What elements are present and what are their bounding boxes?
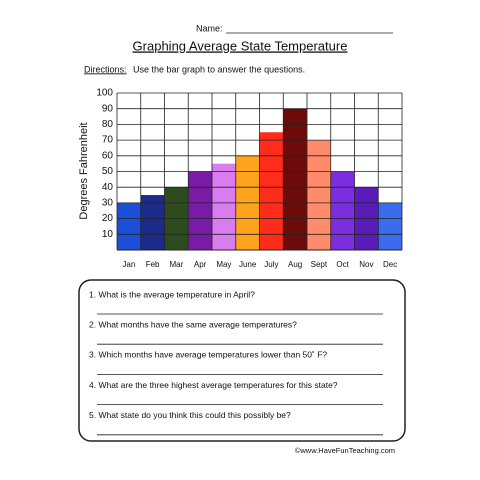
y-tick-label: 60 — [102, 150, 114, 161]
question-box — [78, 279, 406, 442]
y-axis-label: Degrees Fahrenheit — [78, 122, 90, 219]
title: Graphing Average State Temperature — [133, 38, 348, 53]
y-tick-label: 70 — [102, 135, 114, 146]
bar — [188, 171, 212, 250]
x-tick-label: Mar — [169, 260, 183, 269]
y-tick-label: 20 — [102, 213, 114, 224]
question: 5. What state do you think this could th… — [89, 410, 291, 420]
x-tick-label: Aug — [288, 260, 302, 269]
bar — [283, 108, 307, 250]
y-tick-label: 50 — [102, 166, 114, 177]
directions-text: Use the bar graph to answer the question… — [133, 64, 305, 74]
x-tick-label: May — [216, 260, 231, 269]
x-tick-label: Jan — [122, 260, 135, 269]
question: 2. What months have the same average tem… — [89, 319, 297, 329]
bar — [212, 163, 236, 250]
y-tick-label: 80 — [102, 119, 114, 130]
footer: ©www.HaveFunTeaching.com — [295, 446, 395, 455]
x-tick-label: June — [239, 260, 257, 269]
question: 1. What is the average temperature in Ap… — [89, 289, 255, 299]
directions-label: Directions: — [84, 64, 127, 74]
x-tick-label: Feb — [146, 260, 160, 269]
x-tick-label: Dec — [383, 260, 397, 269]
x-tick-label: Sept — [311, 260, 328, 269]
question: 4. What are the three highest average te… — [89, 380, 338, 390]
bar — [259, 132, 284, 250]
bar — [140, 195, 165, 250]
bar — [307, 140, 331, 250]
bar — [117, 202, 141, 250]
x-tick-label: Nov — [359, 260, 373, 269]
question: 3. Which months have average temperature… — [89, 350, 327, 360]
y-tick-label: 100 — [96, 88, 113, 99]
x-tick-label: Oct — [336, 260, 349, 269]
bar — [330, 171, 355, 250]
y-tick-label: 30 — [102, 198, 114, 209]
y-tick-label: 10 — [102, 229, 114, 240]
x-tick-label: July — [264, 260, 278, 269]
y-tick-label: 90 — [102, 103, 114, 114]
name-label: Name: — [196, 23, 223, 33]
x-tick-label: Apr — [194, 260, 207, 269]
y-tick-label: 40 — [102, 182, 114, 193]
bar — [378, 202, 402, 250]
